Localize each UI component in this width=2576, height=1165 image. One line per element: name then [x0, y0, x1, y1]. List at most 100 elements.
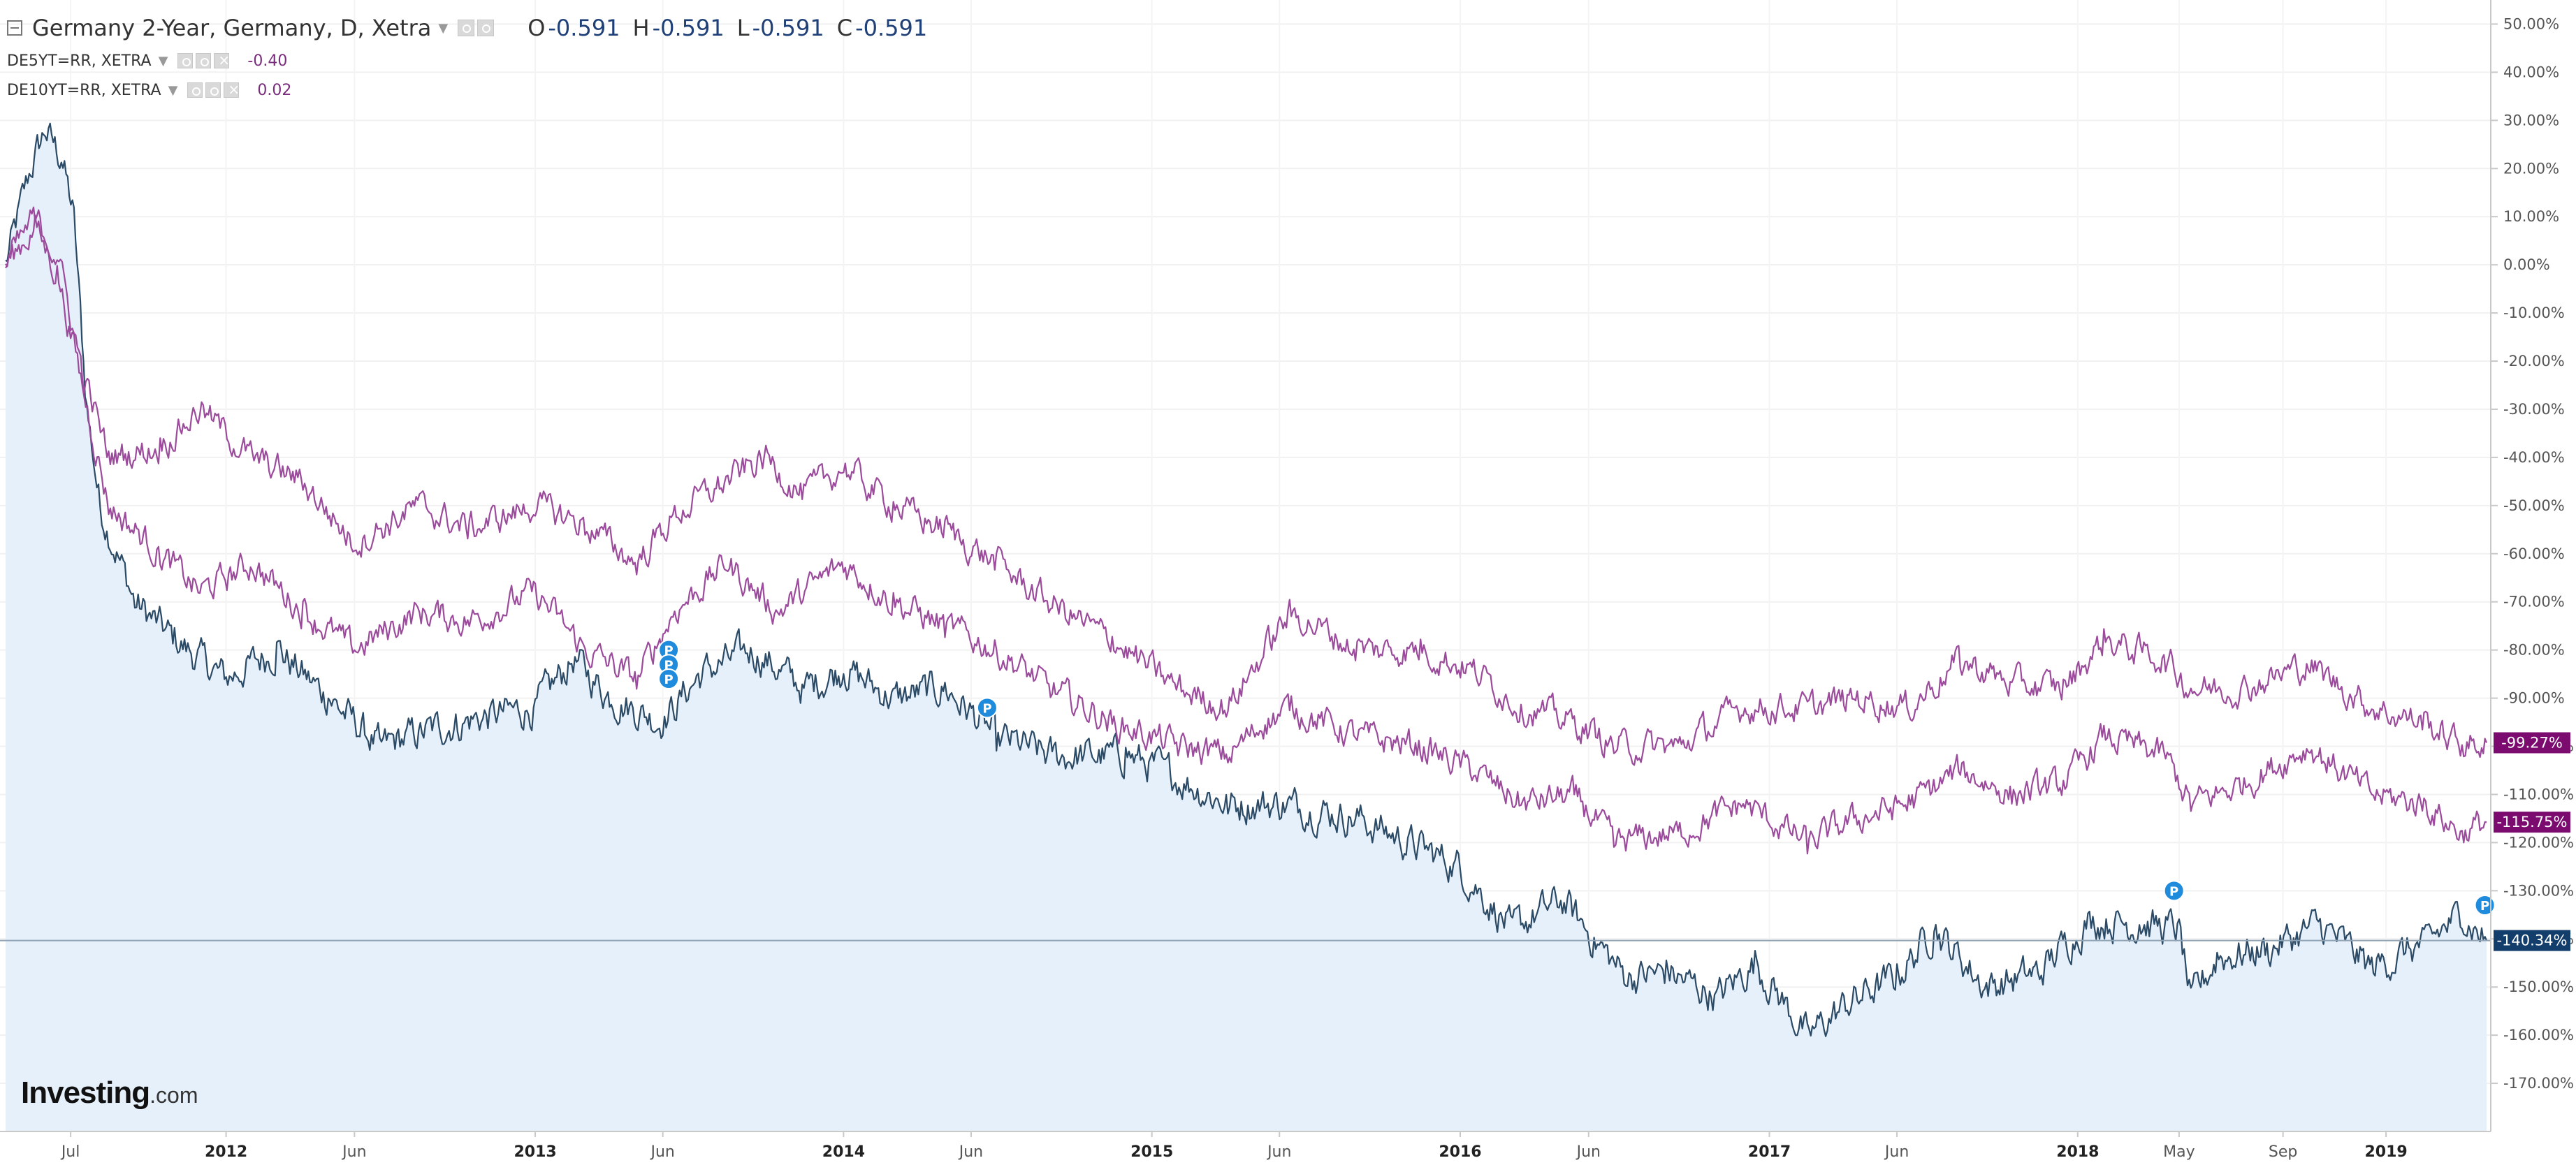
- open-value: -0.591: [548, 15, 620, 41]
- series-area-0: [6, 123, 2487, 1132]
- last-value-badge: [2494, 812, 2570, 833]
- ohlc-values: O -0.591 H -0.591 L -0.591 C -0.591: [515, 15, 927, 41]
- x-tick-label: 2017: [1748, 1143, 1791, 1161]
- x-tick-label: Jun: [1266, 1143, 1291, 1161]
- legend-main-title[interactable]: Germany 2-Year, Germany, D, Xetra: [32, 15, 432, 41]
- settings-icon[interactable]: [477, 20, 495, 36]
- y-tick-label: -10.00%: [2503, 305, 2565, 321]
- series-line-2: [5, 206, 2488, 766]
- legend-series2-title[interactable]: DE5YT=RR, XETRA: [7, 52, 152, 70]
- y-tick-label: -40.00%: [2503, 449, 2565, 466]
- x-tick-label: 2019: [2365, 1143, 2408, 1161]
- y-tick-label: 50.00%: [2503, 15, 2559, 32]
- close-value: -0.591: [855, 15, 928, 41]
- event-marker-label: P: [982, 701, 991, 716]
- event-marker-circle: [2474, 895, 2496, 916]
- open-label: O: [527, 15, 546, 41]
- high-value: -0.591: [652, 15, 725, 41]
- y-tick-label: -160.00%: [2503, 1027, 2574, 1043]
- x-tick-label: Jun: [649, 1143, 674, 1161]
- x-tick-label: 2016: [1439, 1143, 1481, 1161]
- x-tick-label: May: [2163, 1143, 2195, 1161]
- close-icon[interactable]: [214, 52, 230, 68]
- visibility-icon[interactable]: [177, 53, 194, 68]
- event-marker-circle: [658, 668, 680, 689]
- event-marker-label: P: [2169, 884, 2178, 899]
- last-value-labels: -140.34% -115.75% -99.27%: [2494, 732, 2570, 951]
- logo-text: Investing: [21, 1076, 150, 1110]
- event-marker-circle: [976, 697, 998, 719]
- y-axis: 50.00% 40.00% 30.00% 20.00% 10.00% 0.00% -10.0…: [2490, 0, 2574, 1131]
- y-tick-label: -60.00%: [2503, 545, 2565, 562]
- y-tick-label: 40.00%: [2503, 64, 2559, 80]
- high-label: H: [632, 15, 650, 41]
- legend-series2-row: DE5YT=RR, XETRA ▼ -0.40: [7, 46, 927, 75]
- y-tick-label: -90.00%: [2503, 690, 2565, 707]
- chevron-down-icon[interactable]: ▼: [438, 20, 449, 36]
- series-lines: [5, 122, 2488, 1037]
- y-tick-label: 0.00%: [2503, 256, 2550, 273]
- legend-main-row: Germany 2-Year, Germany, D, Xetra ▼ O -0.…: [7, 10, 927, 46]
- legend-series2-value: -0.40: [247, 52, 288, 70]
- low-label: L: [736, 15, 750, 41]
- x-tick-label: 2012: [205, 1143, 247, 1161]
- legend-series3-title[interactable]: DE10YT=RR, XETRA: [7, 81, 161, 99]
- last-value-badge: [2494, 732, 2570, 754]
- investing-logo: Investing.com: [21, 1076, 198, 1111]
- settings-icon[interactable]: [205, 82, 221, 98]
- event-marker-circle: [2163, 880, 2185, 902]
- last-value-text: -140.34%: [2496, 932, 2567, 949]
- x-tick-label: Sep: [2269, 1143, 2297, 1161]
- x-tick-label: Jun: [1884, 1143, 1909, 1161]
- y-tick-label: -120.00%: [2503, 834, 2574, 851]
- y-tick-label: -80.00%: [2503, 642, 2565, 659]
- visibility-icon[interactable]: [187, 82, 203, 98]
- x-tick-label: Jul: [60, 1143, 80, 1161]
- x-tick-label: Jun: [1576, 1143, 1601, 1161]
- y-tick-label: -110.00%: [2503, 786, 2574, 803]
- chevron-down-icon[interactable]: ▼: [158, 53, 168, 68]
- event-marker-label: P: [2480, 899, 2489, 914]
- y-tick-label: -50.00%: [2503, 497, 2565, 514]
- y-tick-label: -170.00%: [2503, 1075, 2574, 1092]
- last-value-text: -115.75%: [2496, 814, 2567, 830]
- event-marker[interactable]: P: [658, 668, 680, 689]
- y-tick-label: 10.00%: [2503, 208, 2559, 225]
- legend-series3-row: DE10YT=RR, XETRA ▼ 0.02: [7, 75, 927, 105]
- series-line-1: [5, 214, 2487, 855]
- x-tick-label: 2014: [822, 1143, 865, 1161]
- collapse-legend-icon[interactable]: [7, 20, 22, 36]
- x-tick-label: Jun: [958, 1143, 983, 1161]
- y-tick-label: -20.00%: [2503, 353, 2565, 369]
- event-marker[interactable]: P: [658, 654, 680, 675]
- event-marker[interactable]: P: [2474, 895, 2496, 916]
- settings-icon[interactable]: [196, 53, 212, 68]
- x-tick-label: 2018: [2056, 1143, 2099, 1161]
- y-tick-label: -70.00%: [2503, 594, 2565, 610]
- chevron-down-icon[interactable]: ▼: [168, 82, 178, 98]
- x-tick-label: 2015: [1130, 1143, 1173, 1161]
- visibility-icon[interactable]: [458, 20, 475, 36]
- y-tick-label: -150.00%: [2503, 979, 2574, 995]
- x-tick-label: Jun: [341, 1143, 366, 1161]
- y-tick-label: 30.00%: [2503, 112, 2559, 129]
- event-marker[interactable]: P: [2163, 880, 2185, 902]
- logo-suffix: .com: [150, 1083, 198, 1108]
- series-line-0: [5, 122, 2488, 1037]
- y-tick-label: -30.00%: [2503, 401, 2565, 418]
- legend: Germany 2-Year, Germany, D, Xetra ▼ O -0.…: [7, 10, 927, 105]
- close-label: C: [836, 15, 853, 41]
- main-area: [6, 123, 2487, 1132]
- x-axis: Jul 2012 Jun 2013 Jun 2014 Jun 2015 Jun 2016 Jun 20…: [0, 1131, 2491, 1161]
- event-marker[interactable]: P: [976, 697, 998, 719]
- close-icon[interactable]: [224, 81, 240, 98]
- last-value-badge: [2494, 930, 2570, 951]
- last-value-text: -99.27%: [2501, 734, 2563, 751]
- x-tick-label: 2013: [514, 1143, 556, 1161]
- y-tick-label: -130.00%: [2503, 882, 2574, 899]
- low-value: -0.591: [752, 15, 824, 41]
- y-tick-label: 20.00%: [2503, 160, 2559, 177]
- event-marker-label: P: [664, 673, 674, 687]
